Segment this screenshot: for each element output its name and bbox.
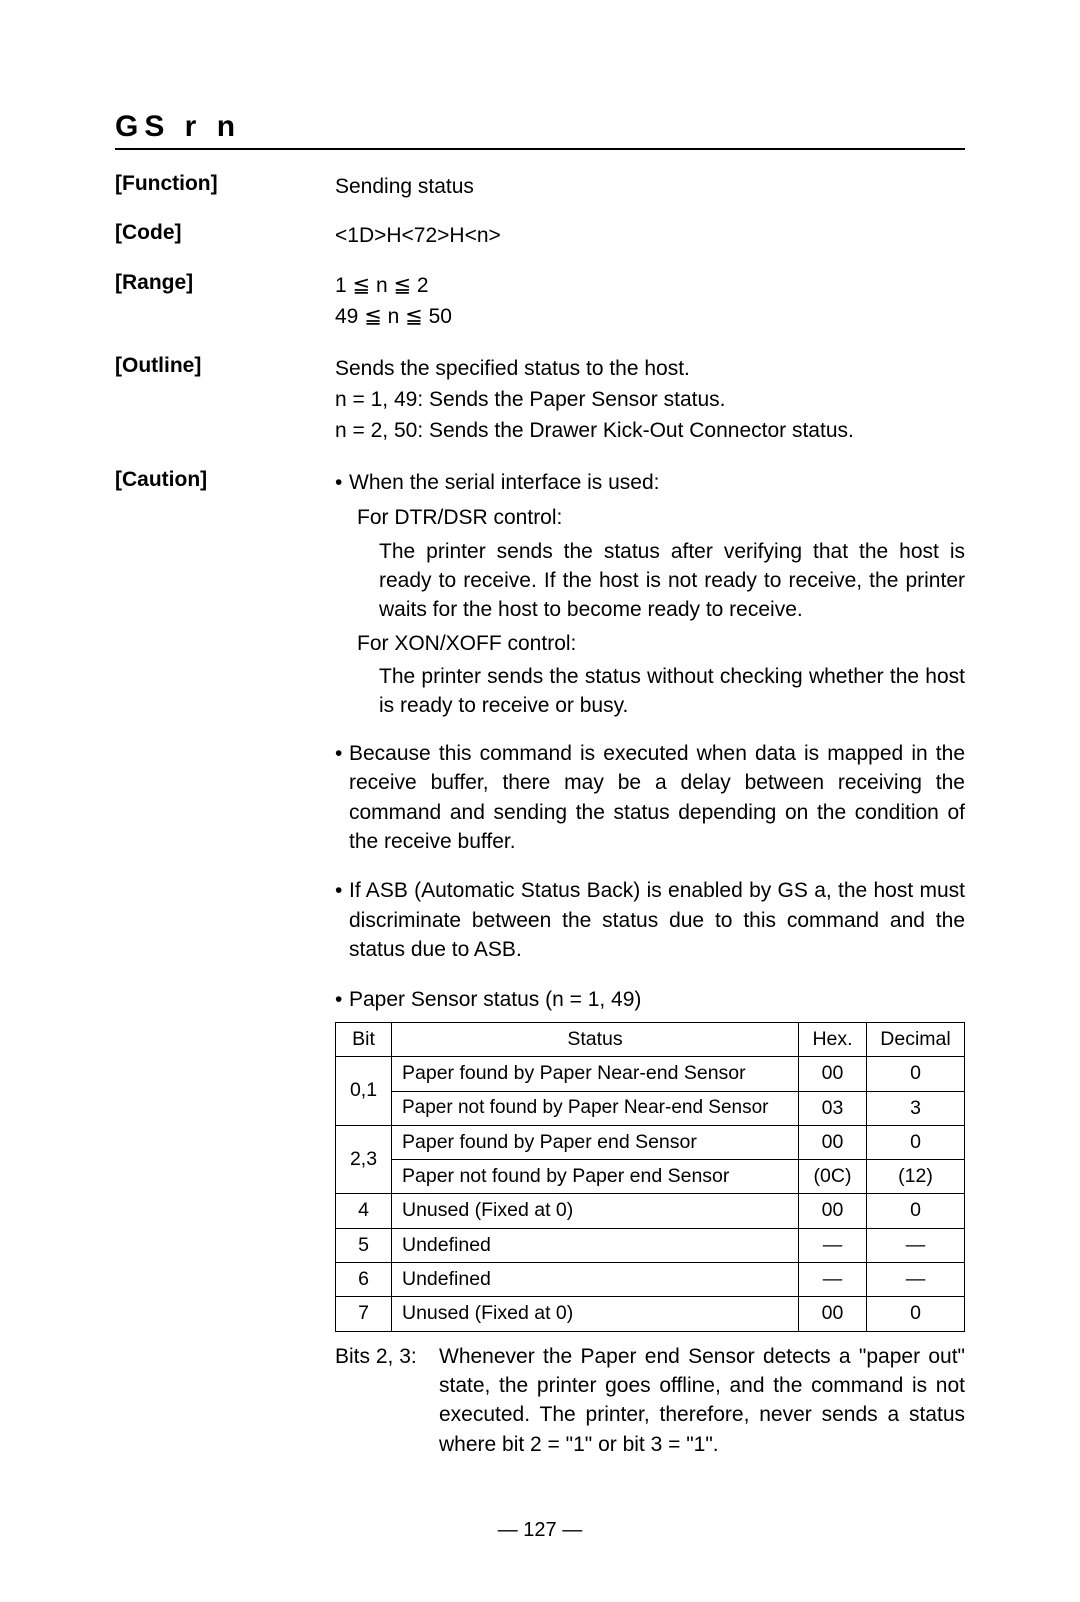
bullet-dot: • bbox=[335, 876, 349, 964]
caution-b1-sub1: For DTR/DSR control: bbox=[357, 503, 965, 532]
function-label: [Function] bbox=[115, 172, 335, 201]
caution-b1-sub1-text: The printer sends the status after verif… bbox=[379, 537, 965, 625]
cell-status: Unused (Fixed at 0) bbox=[392, 1194, 799, 1228]
table-row: 7 Unused (Fixed at 0) 00 0 bbox=[336, 1297, 965, 1331]
caution-bullet-1: • When the serial interface is used: bbox=[335, 468, 965, 497]
cell-hex: 00 bbox=[799, 1297, 867, 1331]
bullet-dot: • bbox=[335, 468, 349, 497]
range-section: [Range] 1 ≦ n ≦ 2 49 ≦ n ≦ 50 bbox=[115, 271, 965, 334]
cell-hex: 00 bbox=[799, 1125, 867, 1159]
cell-bit: 7 bbox=[336, 1297, 392, 1331]
bullet-dot: • bbox=[335, 739, 349, 857]
caution-b1-head: When the serial interface is used: bbox=[349, 468, 965, 497]
function-value: Sending status bbox=[335, 172, 965, 201]
outline-line1: Sends the specified status to the host. bbox=[335, 354, 965, 383]
bits-note: Bits 2, 3: Whenever the Paper end Sensor… bbox=[335, 1342, 965, 1460]
cell-bit: 0,1 bbox=[336, 1057, 392, 1126]
cell-status: Paper not found by Paper end Sensor bbox=[392, 1160, 799, 1194]
cell-status: Paper found by Paper Near-end Sensor bbox=[392, 1057, 799, 1091]
code-section: [Code] <1D>H<72>H<n> bbox=[115, 221, 965, 250]
cell-bit: 6 bbox=[336, 1263, 392, 1297]
caution-b2-text: Because this command is executed when da… bbox=[349, 739, 965, 857]
outline-line3: n = 2, 50: Sends the Drawer Kick-Out Con… bbox=[335, 416, 965, 445]
table-row: Paper not found by Paper Near-end Sensor… bbox=[336, 1091, 965, 1125]
function-section: [Function] Sending status bbox=[115, 172, 965, 201]
range-line2: 49 ≦ n ≦ 50 bbox=[335, 302, 965, 331]
outline-value: Sends the specified status to the host. … bbox=[335, 354, 965, 448]
title-divider bbox=[115, 148, 965, 150]
command-title: GS r n bbox=[115, 110, 965, 144]
th-hex: Hex. bbox=[799, 1022, 867, 1056]
outline-section: [Outline] Sends the specified status to … bbox=[115, 354, 965, 448]
cell-hex: — bbox=[799, 1228, 867, 1262]
range-value: 1 ≦ n ≦ 2 49 ≦ n ≦ 50 bbox=[335, 271, 965, 334]
cell-status: Undefined bbox=[392, 1228, 799, 1262]
bullet-dot: • bbox=[335, 985, 349, 1014]
cell-dec: 3 bbox=[867, 1091, 965, 1125]
caution-b1-sub2-text: The printer sends the status without che… bbox=[379, 662, 965, 721]
cell-dec: — bbox=[867, 1228, 965, 1262]
outline-line2: n = 1, 49: Sends the Paper Sensor status… bbox=[335, 385, 965, 414]
cell-hex: 00 bbox=[799, 1057, 867, 1091]
caution-b3-text: If ASB (Automatic Status Back) is enable… bbox=[349, 876, 965, 964]
bits-note-label: Bits 2, 3: bbox=[335, 1342, 439, 1460]
outline-label: [Outline] bbox=[115, 354, 335, 448]
cell-dec: (12) bbox=[867, 1160, 965, 1194]
range-line1: 1 ≦ n ≦ 2 bbox=[335, 271, 965, 300]
page-content: GS r n [Function] Sending status [Code] … bbox=[0, 0, 1080, 1602]
caution-section: [Caution] • When the serial interface is… bbox=[115, 468, 965, 1459]
table-row: 6 Undefined — — bbox=[336, 1263, 965, 1297]
th-status: Status bbox=[392, 1022, 799, 1056]
cell-hex: (0C) bbox=[799, 1160, 867, 1194]
cell-dec: — bbox=[867, 1263, 965, 1297]
cell-bit: 4 bbox=[336, 1194, 392, 1228]
th-dec: Decimal bbox=[867, 1022, 965, 1056]
range-label: [Range] bbox=[115, 271, 335, 334]
table-row: 2,3 Paper found by Paper end Sensor 00 0 bbox=[336, 1125, 965, 1159]
cell-hex: 00 bbox=[799, 1194, 867, 1228]
cell-dec: 0 bbox=[867, 1125, 965, 1159]
code-value: <1D>H<72>H<n> bbox=[335, 221, 965, 250]
caution-label: [Caution] bbox=[115, 468, 335, 1459]
bits-note-text: Whenever the Paper end Sensor detects a … bbox=[439, 1342, 965, 1460]
cell-bit: 5 bbox=[336, 1228, 392, 1262]
th-bit: Bit bbox=[336, 1022, 392, 1056]
caution-bullet-4: • Paper Sensor status (n = 1, 49) bbox=[335, 985, 965, 1014]
page-number: — 127 — bbox=[115, 1519, 965, 1542]
cell-status: Unused (Fixed at 0) bbox=[392, 1297, 799, 1331]
cell-dec: 0 bbox=[867, 1297, 965, 1331]
table-row: 4 Unused (Fixed at 0) 00 0 bbox=[336, 1194, 965, 1228]
caution-b4-text: Paper Sensor status (n = 1, 49) bbox=[349, 985, 965, 1014]
cell-dec: 0 bbox=[867, 1194, 965, 1228]
caution-b1-sub2: For XON/XOFF control: bbox=[357, 629, 965, 658]
cell-status: Undefined bbox=[392, 1263, 799, 1297]
caution-value: • When the serial interface is used: For… bbox=[335, 468, 965, 1459]
code-label: [Code] bbox=[115, 221, 335, 250]
table-row: 0,1 Paper found by Paper Near-end Sensor… bbox=[336, 1057, 965, 1091]
cell-status: Paper not found by Paper Near-end Sensor bbox=[392, 1091, 799, 1125]
caution-bullet-3: • If ASB (Automatic Status Back) is enab… bbox=[335, 876, 965, 964]
status-table: Bit Status Hex. Decimal 0,1 Paper found … bbox=[335, 1022, 965, 1332]
status-table-wrap: Bit Status Hex. Decimal 0,1 Paper found … bbox=[335, 1022, 965, 1332]
cell-bit: 2,3 bbox=[336, 1125, 392, 1194]
cell-status: Paper found by Paper end Sensor bbox=[392, 1125, 799, 1159]
cell-dec: 0 bbox=[867, 1057, 965, 1091]
caution-bullet-2: • Because this command is executed when … bbox=[335, 739, 965, 857]
cell-hex: 03 bbox=[799, 1091, 867, 1125]
table-header-row: Bit Status Hex. Decimal bbox=[336, 1022, 965, 1056]
table-row: Paper not found by Paper end Sensor (0C)… bbox=[336, 1160, 965, 1194]
table-row: 5 Undefined — — bbox=[336, 1228, 965, 1262]
cell-hex: — bbox=[799, 1263, 867, 1297]
